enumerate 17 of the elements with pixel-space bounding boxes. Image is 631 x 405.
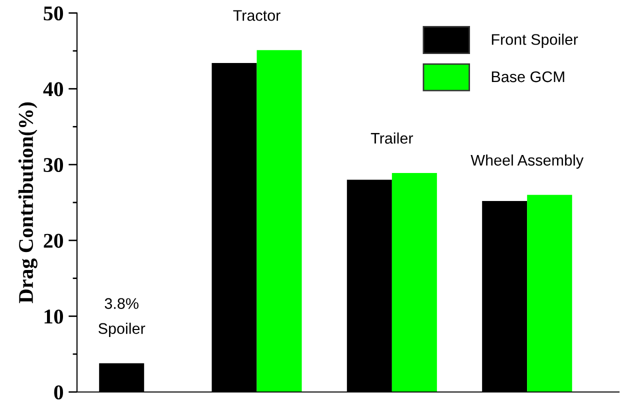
x-tick-label: Spoiler bbox=[98, 322, 146, 337]
y-tick-label: 0 bbox=[54, 385, 64, 400]
annotation: 3.8% bbox=[104, 298, 138, 309]
legend-label: Front Spoiler bbox=[492, 34, 578, 48]
y-axis-title: Drag Contribution(%) bbox=[18, 102, 38, 304]
bar bbox=[256, 50, 302, 392]
y-tick-label: 10 bbox=[44, 310, 64, 324]
y-tick-label: 50 bbox=[44, 6, 64, 20]
y-tick-label: 30 bbox=[44, 158, 64, 172]
y-tick-label: 20 bbox=[44, 234, 64, 248]
legend-label: Base GCM bbox=[492, 71, 564, 82]
x-tick-label: Wheel Assembly bbox=[470, 154, 584, 169]
x-tick-label: Trailer bbox=[370, 132, 414, 144]
bar bbox=[392, 172, 437, 392]
y-tick-label: 40 bbox=[43, 82, 64, 96]
x-tick-label: Tractor bbox=[233, 10, 280, 21]
bar bbox=[527, 194, 572, 392]
